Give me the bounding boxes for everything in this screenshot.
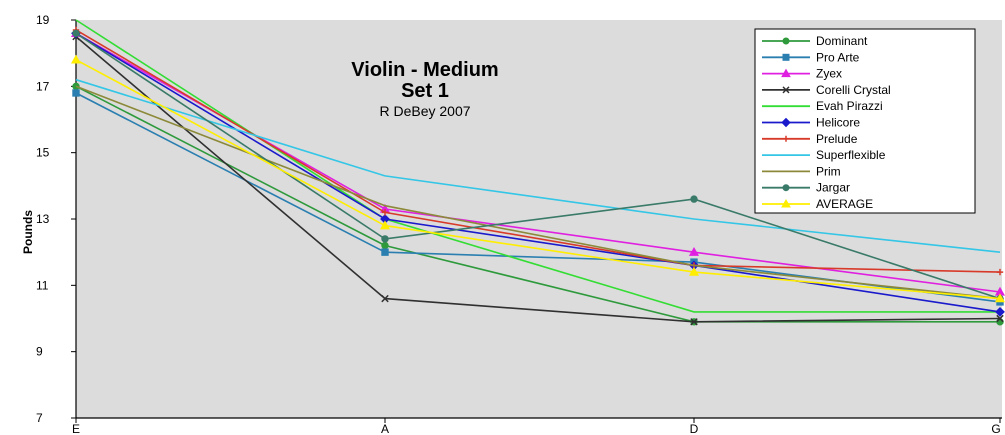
legend-label: Dominant <box>816 34 868 48</box>
data-point <box>996 314 1004 323</box>
data-point <box>781 117 791 128</box>
data-point <box>72 29 80 37</box>
series-line <box>75 32 1001 313</box>
legend-label: Jargar <box>816 181 850 195</box>
series-line <box>75 85 1000 323</box>
legend-label: Prelude <box>816 132 858 146</box>
chart-subtitle: R DeBey 2007 <box>379 103 470 119</box>
legend-item: Dominant <box>762 34 868 48</box>
data-point <box>782 184 790 192</box>
x-tick-label: A <box>381 422 389 435</box>
data-point <box>381 235 389 243</box>
series-superflexible <box>75 78 1001 253</box>
y-tick-label: 7 <box>36 411 43 425</box>
y-tick-label: 11 <box>36 278 49 292</box>
data-point <box>688 246 700 256</box>
data-point <box>72 89 80 97</box>
legend-item: Prelude <box>762 132 858 146</box>
y-axis-label: Pounds <box>21 210 35 254</box>
legend-label: Pro Arte <box>816 50 860 64</box>
data-point <box>690 195 698 203</box>
legend-label: Evah Pirazzi <box>816 99 883 113</box>
legend-item: Pro Arte <box>762 50 860 64</box>
series-line <box>75 29 1001 273</box>
y-tick-label: 19 <box>36 13 50 27</box>
series-line <box>75 78 1001 253</box>
x-tick-label: G <box>991 422 1000 435</box>
series-layer <box>70 19 1005 326</box>
y-tick-label: 17 <box>36 79 50 93</box>
legend-item: Prim <box>762 164 841 178</box>
data-point <box>782 37 790 45</box>
legend-box <box>754 28 976 214</box>
data-point <box>994 293 1005 303</box>
legend-label: Superflexible <box>816 148 886 162</box>
series-line <box>75 35 1001 323</box>
series-line <box>75 59 1001 300</box>
legend-label: Corelli Crystal <box>816 83 891 97</box>
chart-title: Violin - Medium <box>351 59 498 81</box>
data-point <box>70 54 82 64</box>
data-point <box>381 209 389 216</box>
y-tick-label: 9 <box>36 345 43 359</box>
data-point <box>381 241 389 250</box>
legend-item: Superflexible <box>762 148 886 162</box>
series-prim <box>75 85 1001 300</box>
data-point <box>782 53 790 61</box>
data-point <box>781 68 791 78</box>
series-line <box>75 32 1001 300</box>
series-evah-pirazzi <box>75 19 1000 313</box>
data-point <box>781 198 791 208</box>
legend-label: AVERAGE <box>816 197 873 211</box>
series-average <box>70 54 1005 303</box>
legend-item: Jargar <box>762 181 850 195</box>
legend-item: Evah Pirazzi <box>762 99 883 113</box>
legend-item: Zyex <box>762 67 842 81</box>
data-point <box>690 318 698 326</box>
legend-item: AVERAGE <box>762 197 873 211</box>
series-line <box>75 19 1000 313</box>
x-tick-label: D <box>690 422 699 435</box>
data-point <box>783 135 789 142</box>
legend-label: Zyex <box>816 67 842 81</box>
series-line <box>75 85 1001 300</box>
legend-item: Corelli Crystal <box>762 83 891 97</box>
legend-label: Helicore <box>816 116 860 130</box>
data-point <box>782 86 790 94</box>
legend-item: Helicore <box>762 116 860 130</box>
y-tick-label: 13 <box>36 212 50 226</box>
data-point <box>995 306 1005 317</box>
y-ticks: 7 9 11 13 15 17 19 <box>36 13 76 425</box>
legend: Dominant Pro Arte Zyex Corelli Crystal Evah … <box>754 28 976 214</box>
data-point <box>688 266 700 276</box>
data-point <box>379 220 391 230</box>
data-point <box>996 268 1004 276</box>
chart-subtitle-set: Set 1 <box>401 80 449 102</box>
data-point <box>996 318 1004 326</box>
y-tick-label: 15 <box>36 146 50 160</box>
data-point <box>381 248 389 256</box>
legend-label: Prim <box>816 164 841 178</box>
data-point <box>381 294 389 303</box>
x-tick-label: E <box>72 422 80 435</box>
